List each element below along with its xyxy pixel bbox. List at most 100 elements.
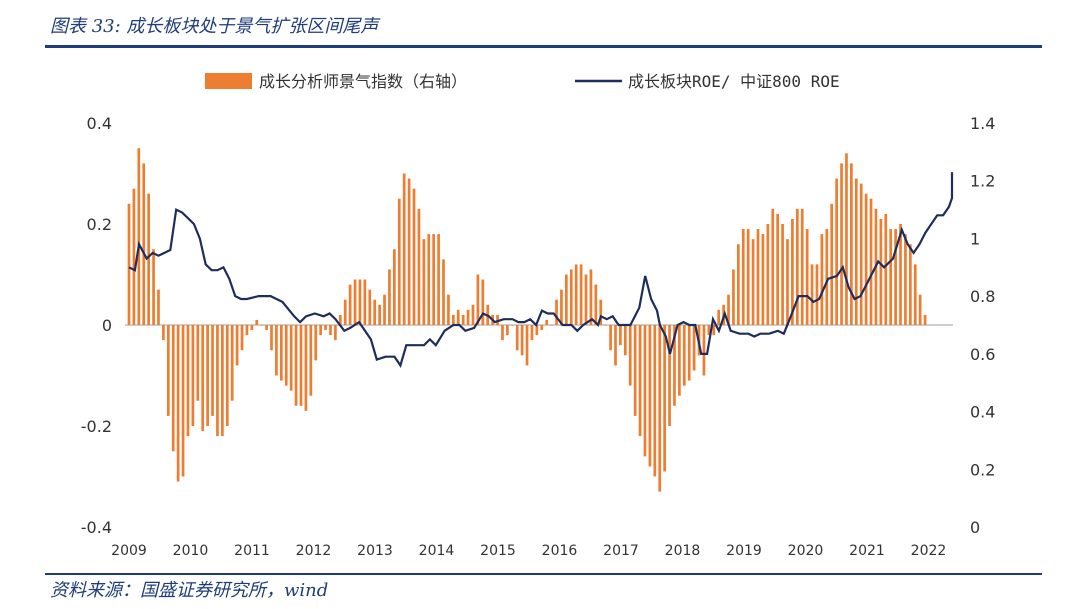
bar: [289, 325, 293, 391]
bar: [417, 208, 421, 325]
bar: [628, 325, 632, 386]
x-tick-label: 2019: [726, 543, 762, 559]
bar: [663, 325, 666, 472]
bar: [260, 325, 264, 326]
bar: [451, 314, 455, 325]
legend: 成长分析师景气指数（右轴） 成长板块ROE/ 中证800 ROE: [205, 72, 840, 91]
bar: [196, 325, 200, 401]
bar: [835, 178, 838, 325]
bar: [633, 325, 637, 416]
x-tick-label: 2022: [911, 543, 947, 559]
bar: [776, 213, 780, 325]
bar: [869, 198, 873, 325]
bar: [854, 178, 858, 325]
bar: [250, 325, 254, 331]
bar: [668, 325, 671, 426]
bar: [142, 163, 146, 325]
bar: [574, 264, 578, 325]
x-tick-label: 2020: [788, 543, 824, 559]
roe-ratio-line: [128, 172, 954, 368]
bar: [540, 325, 544, 331]
bar: [461, 314, 465, 325]
bar: [614, 325, 617, 366]
bar: [176, 325, 180, 482]
bar: [304, 325, 308, 411]
bar: [820, 234, 824, 325]
bar: [275, 325, 278, 376]
bar: [810, 264, 814, 325]
bar: [388, 269, 391, 325]
bar: [402, 173, 406, 325]
bar: [619, 325, 622, 346]
right-tick-label: 0.4: [970, 403, 995, 422]
bar: [805, 229, 809, 325]
bar: [599, 299, 603, 325]
bar: [407, 178, 411, 325]
bar: [845, 153, 848, 325]
bar: [358, 279, 362, 325]
bar: [442, 259, 445, 325]
bar: [225, 325, 229, 426]
bar: [923, 314, 927, 325]
left-tick-label: 0.2: [87, 215, 112, 234]
bar: [800, 208, 804, 325]
bar: [815, 264, 819, 325]
bar: [132, 188, 136, 325]
x-tick-label: 2021: [849, 543, 885, 559]
bar: [550, 325, 553, 326]
x-tick-label: 2015: [480, 543, 516, 559]
legend-bar-label: 成长分析师景气指数（右轴）: [259, 72, 467, 91]
bar: [648, 325, 652, 467]
bar: [515, 325, 519, 351]
bar: [884, 213, 888, 325]
bar: [501, 325, 504, 341]
right-tick-label: 0.2: [970, 460, 995, 479]
bar: [447, 294, 450, 325]
bar: [781, 224, 784, 325]
bar: [191, 325, 195, 426]
bar: [506, 325, 509, 336]
bar: [368, 289, 372, 325]
bar: [653, 325, 657, 477]
left-tick-label: 0: [102, 316, 112, 335]
bar: [510, 325, 514, 326]
bar: [565, 274, 568, 325]
left-axis: -0.4 -0.2 0 0.2 0.4: [81, 114, 112, 537]
x-tick-label: 2018: [665, 543, 701, 559]
bar: [908, 244, 912, 325]
bar: [324, 325, 327, 331]
bar: [795, 208, 799, 325]
bar: [604, 325, 608, 326]
right-tick-label: 0.8: [970, 287, 995, 306]
bar: [496, 314, 499, 325]
bar: [378, 304, 381, 325]
bar-series: [127, 148, 927, 492]
bar: [427, 234, 431, 325]
bar: [157, 289, 160, 325]
right-tick-label: 1: [970, 229, 980, 248]
bar: [737, 244, 740, 325]
figure-title: 图表 33: 成长板块处于景气扩张区间尾声: [50, 16, 379, 37]
bar: [560, 289, 563, 325]
bar: [682, 325, 686, 386]
bar: [481, 279, 485, 325]
bar: [889, 229, 893, 325]
bar: [348, 284, 352, 325]
bar: [623, 325, 627, 356]
bar: [678, 325, 681, 396]
bar: [643, 325, 647, 457]
right-tick-label: 1.2: [970, 172, 995, 191]
right-tick-label: 1.4: [970, 114, 995, 133]
bar: [555, 299, 558, 325]
bar: [235, 325, 239, 366]
bar: [201, 325, 205, 432]
bar: [545, 319, 549, 325]
bar: [879, 218, 883, 325]
bar: [525, 325, 529, 366]
bar: [383, 294, 386, 325]
bar: [520, 325, 524, 356]
bar: [314, 325, 318, 361]
bar: [840, 163, 843, 325]
bar: [294, 325, 298, 406]
bar: [830, 203, 834, 325]
